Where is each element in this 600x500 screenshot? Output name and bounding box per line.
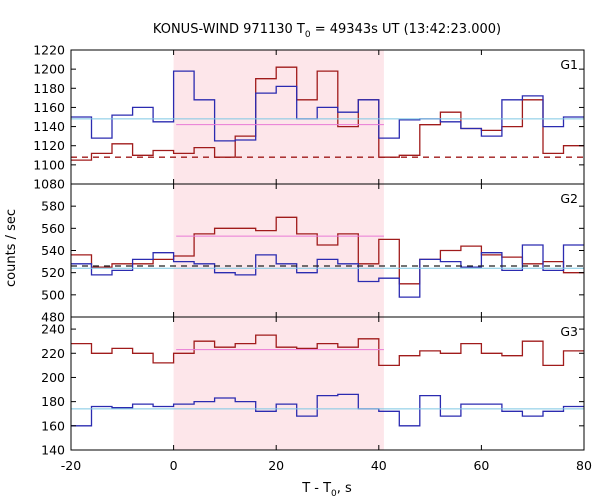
series-blue-g2 [71, 244, 584, 298]
y-tick-label: 1080 [33, 177, 65, 192]
y-tick-label: 240 [41, 322, 65, 337]
y-tick-label: 580 [41, 199, 65, 214]
x-tick-label: -20 [61, 458, 81, 473]
panel-g3: 140 160 180 200 220 240 G3 [41, 316, 585, 458]
y-tick-label: 1140 [33, 119, 65, 134]
y-tick-label: 220 [41, 346, 65, 361]
panel-label: G3 [560, 324, 578, 339]
x-tick-label: 40 [371, 458, 387, 473]
y-tick-label: 1200 [33, 62, 65, 77]
y-tick-label: 160 [41, 418, 65, 433]
y-tick-label: 1100 [33, 157, 65, 172]
series-blue-g1 [71, 70, 584, 142]
series-red-g3 [71, 334, 584, 367]
panel-label: G2 [560, 191, 578, 206]
shaded-time-interval [173, 50, 384, 450]
y-tick-label: 500 [41, 287, 65, 302]
series-blue-g3 [71, 393, 584, 427]
panel-frame-g3 [70, 316, 585, 451]
x-tick-label: 20 [268, 458, 284, 473]
x-tick-label: 60 [473, 458, 489, 473]
y-tick-label: 540 [41, 243, 65, 258]
y-tick-label: 480 [41, 310, 65, 325]
y-tick-label: 1180 [33, 81, 65, 96]
y-tick-label: 200 [41, 370, 65, 385]
x-tick-labels: -20 0 20 40 60 80 [61, 458, 592, 473]
x-tick-label: 80 [576, 458, 592, 473]
y-tick-label: 560 [41, 221, 65, 236]
panel-g1: 1080 1100 1120 1140 1160 1180 1200 1220 G1 [33, 43, 585, 192]
panel-g2: 480 500 520 540 560 580 G2 [41, 183, 585, 325]
y-tick-label: 180 [41, 394, 65, 409]
y-tick-label: 1160 [33, 100, 65, 115]
y-tick-label: 140 [41, 443, 65, 458]
panel-label: G1 [560, 57, 578, 72]
y-tick-label: 1120 [33, 138, 65, 153]
chart-title: KONUS-WIND 971130 T0 = 49343s UT (13:42:… [153, 22, 501, 40]
chart-panels: 1080 1100 1120 1140 1160 1180 1200 1220 G1 480 500… [33, 43, 585, 458]
x-axis-label: T - T0, s [301, 481, 352, 499]
y-tick-label: 520 [41, 265, 65, 280]
y-tick-label: 1220 [33, 43, 65, 58]
y-axis-label: counts / sec [4, 209, 19, 287]
x-tick-label: 0 [170, 458, 178, 473]
series-red-g1 [71, 66, 584, 161]
